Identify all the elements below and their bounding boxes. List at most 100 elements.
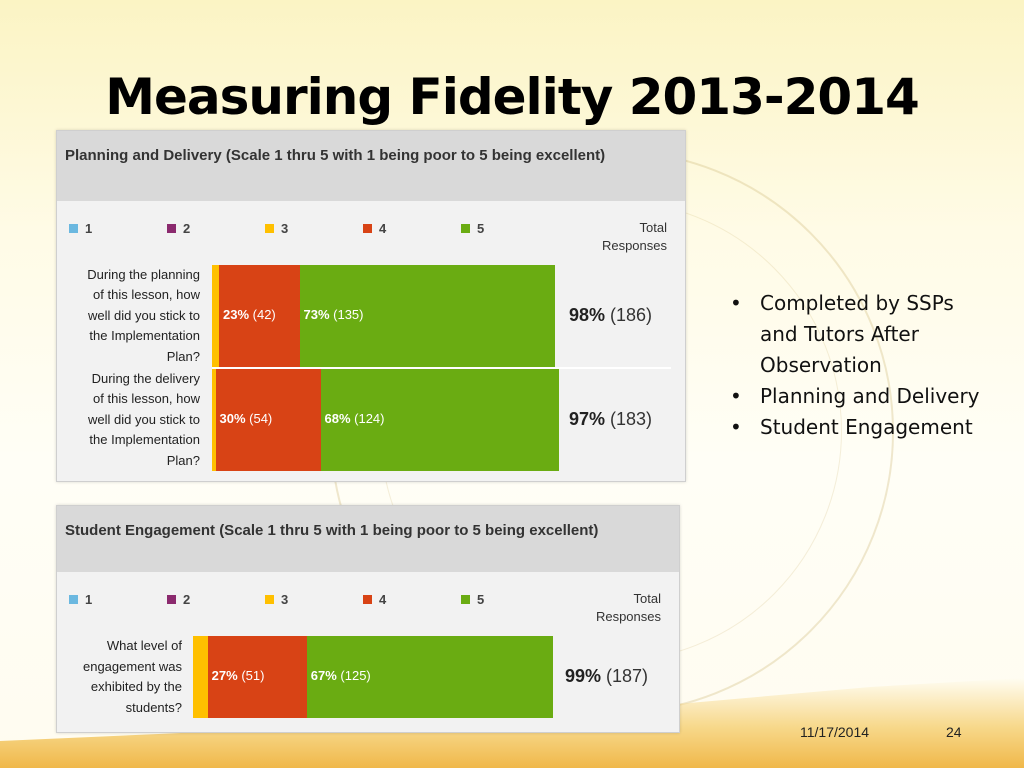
segment-label: 27% (51) bbox=[212, 668, 265, 683]
question-label-line: exhibited by the bbox=[90, 679, 182, 694]
segment-count: (125) bbox=[336, 668, 371, 683]
question-label-line: What level of bbox=[106, 638, 182, 653]
segment-percent: 23% bbox=[223, 307, 250, 322]
legend-swatch bbox=[69, 224, 78, 234]
total-percent: 99% bbox=[565, 666, 602, 686]
chart-header: Planning and Delivery (Scale 1 thru 5 wi… bbox=[57, 131, 617, 201]
legend-swatch bbox=[69, 595, 78, 605]
question-label-line: the Implementation bbox=[89, 432, 200, 448]
segment-label: 67% (125) bbox=[311, 668, 371, 683]
legend-label: 2 bbox=[183, 221, 191, 236]
question-label-line: the Implementation bbox=[89, 328, 200, 344]
total-count: (183) bbox=[605, 409, 653, 429]
question-label-line: During the delivery bbox=[91, 370, 200, 386]
segment-count: (124) bbox=[350, 411, 385, 426]
legend-label: 5 bbox=[477, 221, 485, 236]
segment-percent: 67% bbox=[310, 668, 337, 683]
chart-header-fill bbox=[615, 131, 685, 201]
total-value: 97% (183) bbox=[569, 409, 652, 430]
total-label-line: Total bbox=[639, 220, 667, 235]
question-label: During the planning of this lesson, how we… bbox=[57, 265, 200, 368]
total-label-line: Total bbox=[633, 591, 661, 606]
total-count: (187) bbox=[601, 666, 649, 686]
legend-item-1: 1 bbox=[69, 592, 92, 607]
total-label-line: Responses bbox=[595, 609, 661, 624]
bar-segment-4 bbox=[215, 369, 321, 471]
total-value: 99% (187) bbox=[565, 666, 648, 687]
segment-label: 23% (42) bbox=[223, 307, 276, 322]
legend-item-1: 1 bbox=[69, 221, 92, 236]
planning-delivery-chart: Planning and Delivery (Scale 1 thru 5 wi… bbox=[56, 130, 686, 482]
bar-segment-5 bbox=[320, 369, 559, 471]
segment-percent: 68% bbox=[324, 411, 351, 426]
question-label-line: students? bbox=[125, 699, 182, 715]
question-label-line: well did you stick to bbox=[88, 307, 200, 323]
slide-title: Measuring Fidelity 2013-2014 bbox=[105, 68, 920, 126]
bar-segment-4 bbox=[207, 636, 307, 718]
stacked-bar: 27% (51) 67% (125) bbox=[193, 636, 560, 718]
legend-label: 4 bbox=[379, 592, 387, 607]
question-label-line: Plan? bbox=[166, 348, 200, 364]
bar-segment-5 bbox=[299, 265, 555, 367]
bar-segment-4 bbox=[219, 265, 300, 367]
segment-percent: 30% bbox=[219, 411, 246, 426]
bar-segment-3 bbox=[193, 636, 208, 718]
legend-swatch bbox=[363, 595, 372, 605]
legend-label: 5 bbox=[477, 592, 485, 607]
bar-segment-3 bbox=[212, 265, 219, 367]
legend-item-2: 2 bbox=[167, 592, 190, 607]
chart-header: Student Engagement (Scale 1 thru 5 with … bbox=[57, 506, 679, 572]
segment-label: 68% (124) bbox=[325, 411, 385, 426]
legend-label: 3 bbox=[281, 221, 289, 236]
question-label-line: of this lesson, how bbox=[93, 391, 200, 407]
chart-subtitle: (Scale 1 thru 5 with 1 being poor to 5 b… bbox=[219, 522, 599, 539]
legend-swatch bbox=[265, 224, 274, 234]
legend-swatch bbox=[167, 224, 176, 234]
total-responses-label: Total Responses bbox=[602, 219, 667, 255]
legend-label: 4 bbox=[379, 221, 387, 236]
total-percent: 97% bbox=[569, 409, 606, 429]
student-engagement-chart: Student Engagement (Scale 1 thru 5 with … bbox=[56, 505, 680, 733]
segment-percent: 27% bbox=[211, 668, 238, 683]
bullet-item: Planning and Delivery bbox=[728, 381, 980, 412]
legend-item-3: 3 bbox=[265, 221, 288, 236]
legend-swatch bbox=[265, 595, 274, 605]
question-label-line: engagement was bbox=[82, 658, 182, 674]
total-label-line: Responses bbox=[601, 238, 667, 253]
legend-label: 3 bbox=[281, 592, 289, 607]
total-value: 98% (186) bbox=[569, 305, 652, 326]
legend-swatch bbox=[461, 595, 470, 605]
segment-count: (135) bbox=[329, 307, 364, 322]
legend-swatch bbox=[167, 595, 176, 605]
legend-label: 1 bbox=[85, 592, 93, 607]
bullet-item: Student Engagement bbox=[728, 412, 980, 443]
legend-swatch bbox=[461, 224, 470, 234]
segment-percent: 73% bbox=[303, 307, 330, 322]
legend-item-4: 4 bbox=[363, 592, 386, 607]
question-label-line: During the planning bbox=[87, 266, 200, 282]
total-percent: 98% bbox=[569, 305, 606, 325]
stacked-bar: 23% (42) 73% (135) bbox=[212, 265, 562, 367]
total-count: (186) bbox=[605, 305, 653, 325]
chart-title: Student Engagement bbox=[65, 522, 216, 539]
segment-count: (51) bbox=[237, 668, 265, 683]
segment-label: 30% (54) bbox=[220, 411, 273, 426]
chart-subtitle: (Scale 1 thru 5 with 1 being poor to 5 b… bbox=[225, 147, 606, 164]
legend-item-4: 4 bbox=[363, 221, 386, 236]
segment-count: (54) bbox=[245, 411, 273, 426]
question-label-line: Plan? bbox=[166, 452, 200, 468]
question-label: During the delivery of this lesson, how we… bbox=[57, 369, 200, 472]
page-number: 24 bbox=[946, 724, 962, 740]
question-label: What level of engagement was exhibited by … bbox=[57, 636, 182, 718]
row-divider bbox=[212, 367, 671, 369]
question-label-line: of this lesson, how bbox=[93, 287, 200, 303]
question-label-line: well did you stick to bbox=[88, 411, 200, 427]
segment-count: (42) bbox=[249, 307, 276, 322]
legend-item-5: 5 bbox=[461, 221, 484, 236]
footer-date: 11/17/2014 bbox=[800, 724, 870, 740]
legend-label: 2 bbox=[183, 592, 191, 607]
segment-label: 73% (135) bbox=[304, 307, 364, 322]
total-responses-label: Total Responses bbox=[596, 590, 661, 626]
bar-segment-5 bbox=[306, 636, 553, 718]
chart-title: Planning and Delivery bbox=[65, 147, 222, 164]
